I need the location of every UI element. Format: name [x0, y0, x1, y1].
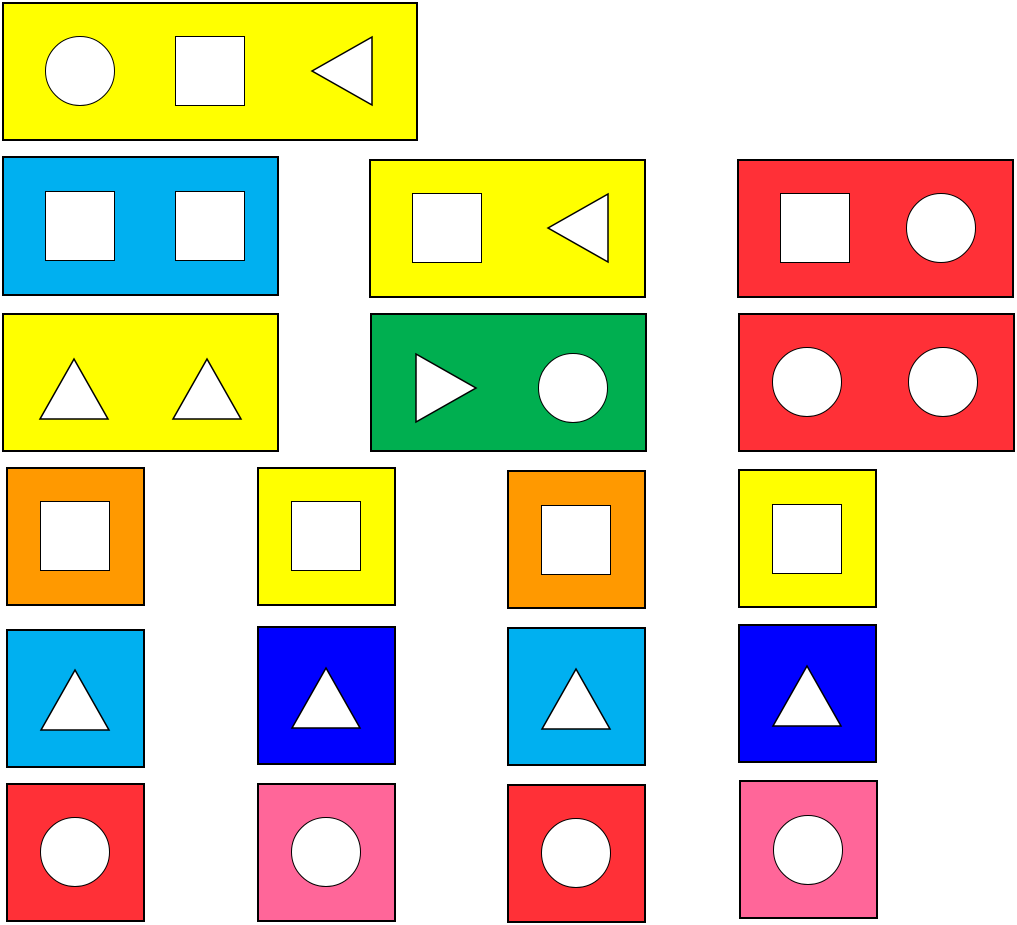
square-icon [291, 501, 361, 571]
card-yellow [2, 313, 279, 452]
square-icon [780, 193, 850, 263]
square-icon [412, 193, 482, 263]
square-icon [175, 36, 245, 106]
triangle-up-icon [38, 357, 110, 420]
circle-icon [773, 815, 843, 885]
triangle-up-icon [771, 664, 843, 727]
card-orange [6, 467, 145, 606]
square-icon [40, 501, 110, 571]
circle-icon [772, 347, 842, 417]
circle-icon [908, 347, 978, 417]
triangle-up-icon [171, 357, 243, 420]
circle-icon [45, 36, 115, 106]
triangle-up-icon [290, 666, 362, 729]
triangle-right-icon [415, 352, 478, 424]
triangle-up-icon [540, 667, 612, 730]
circle-icon [40, 817, 110, 887]
circle-icon [541, 818, 611, 888]
triangle-left-icon [310, 35, 373, 107]
circle-icon [291, 817, 361, 887]
square-icon [541, 505, 611, 575]
triangle-up-icon [39, 668, 111, 731]
card-cyan [507, 627, 646, 766]
square-icon [772, 504, 842, 574]
square-icon [45, 191, 115, 261]
card-blue [738, 624, 877, 763]
triangle-left-icon [546, 192, 609, 264]
circle-icon [538, 353, 608, 423]
circle-icon [906, 193, 976, 263]
square-icon [175, 191, 245, 261]
